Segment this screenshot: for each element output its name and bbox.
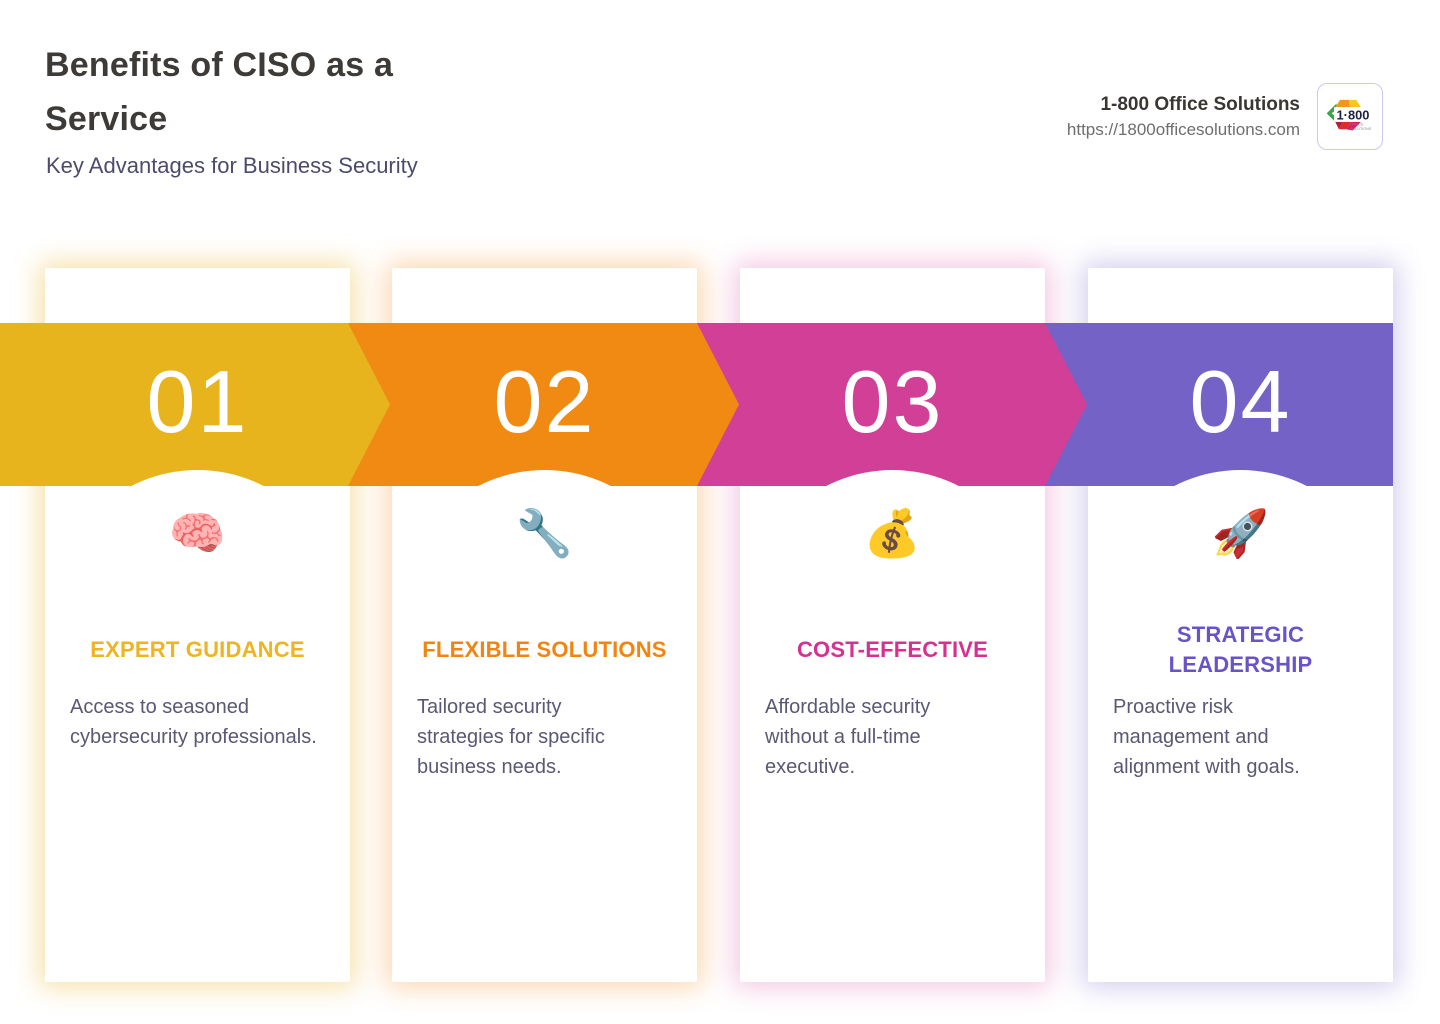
- logo-sub-text-2: SOLUTIONS: [1350, 126, 1372, 130]
- card-description: Affordable security without a full-time …: [765, 696, 931, 778]
- process-arrow-banner: [0, 323, 1393, 486]
- card-title: FLEXIBLE SOLUTIONS: [422, 637, 667, 662]
- banner-notch-3: [826, 470, 959, 486]
- step-number-1: 01: [146, 352, 249, 451]
- wrench-icon: 🔧: [515, 507, 574, 559]
- card-description: Access to seasoned cybersecurity profess…: [70, 696, 317, 748]
- step-number-4: 04: [1189, 352, 1292, 451]
- company-logo-icon: 1·800 OFFICE SOLUTIONS: [1326, 99, 1372, 130]
- card-description: Tailored security strategies for specifi…: [417, 696, 605, 778]
- banner-notch-2: [478, 470, 611, 486]
- page-subtitle: Key Advantages for Business Security: [46, 153, 418, 178]
- card-title: STRATEGIC LEADERSHIP: [1168, 622, 1313, 677]
- brand-block: 1-800 Office Solutions https://1800offic…: [1067, 83, 1383, 150]
- brand-url[interactable]: https://1800officesolutions.com: [1066, 119, 1300, 139]
- company-logo: 1·800 OFFICE SOLUTIONS: [1317, 83, 1383, 150]
- banner-segment-2: [348, 323, 739, 486]
- logo-sub-text-1: OFFICE: [1350, 122, 1364, 126]
- step-number-2: 02: [493, 352, 596, 451]
- money-bag-icon: 💰: [863, 507, 922, 559]
- banner-segment-3: [697, 323, 1087, 486]
- rocket-icon: 🚀: [1211, 507, 1270, 559]
- brand-name: 1-800 Office Solutions: [1100, 93, 1300, 115]
- brain-icon: 🧠: [168, 507, 227, 559]
- card-title: COST-EFFECTIVE: [796, 637, 989, 662]
- page-title: Benefits of CISO as a Service: [45, 46, 394, 138]
- banner-notch-4: [1174, 470, 1307, 486]
- card-description: Proactive risk management and alignment …: [1113, 696, 1300, 778]
- brand-text: 1-800 Office Solutions https://1800offic…: [1067, 92, 1300, 142]
- logo-number-text: 1·800: [1337, 107, 1370, 122]
- banner-segment-1: [0, 323, 390, 486]
- banner-segment-4: [1045, 323, 1393, 486]
- banner-notch-1: [131, 470, 264, 486]
- card-title: EXPERT GUIDANCE: [90, 637, 305, 662]
- step-number-3: 03: [841, 352, 944, 451]
